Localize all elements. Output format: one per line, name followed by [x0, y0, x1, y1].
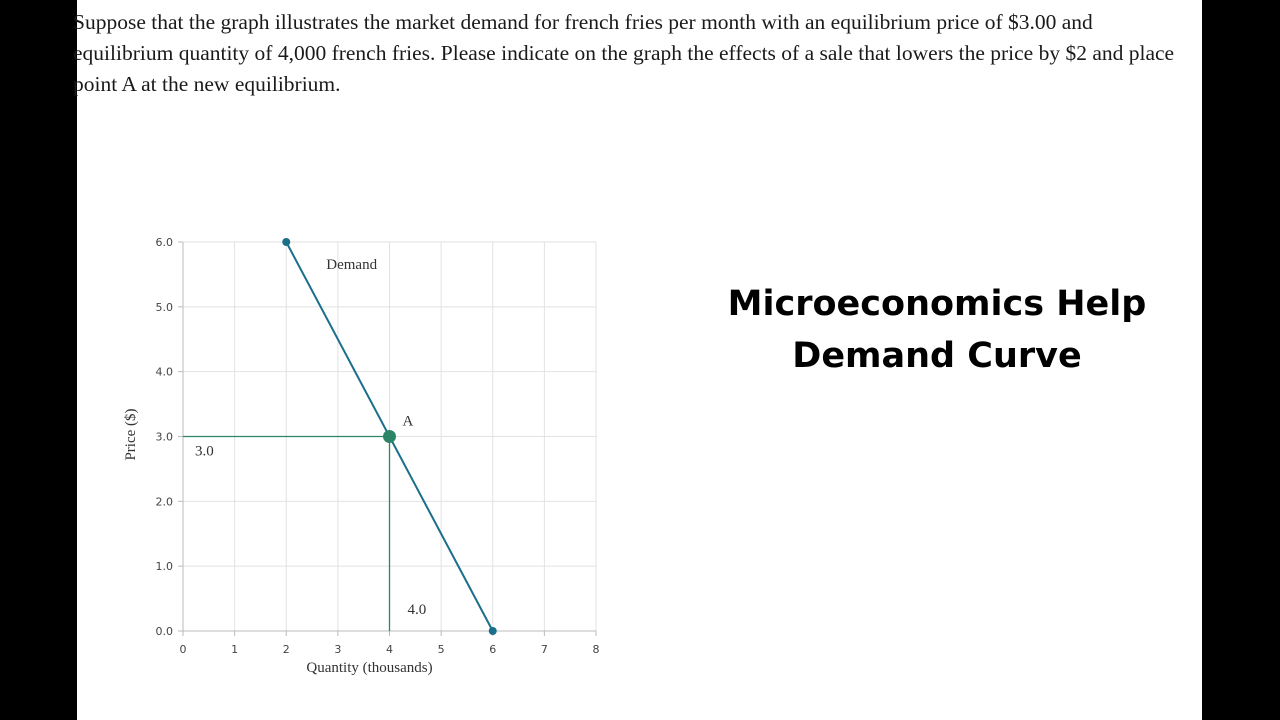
y-tick-label: 3.0 — [156, 431, 174, 444]
y-tick-label: 1.0 — [156, 560, 174, 573]
x-tick-label: 5 — [438, 643, 445, 656]
x-tick-label: 7 — [541, 643, 548, 656]
x-tick-label: 4 — [386, 643, 393, 656]
price-guide-label: 3.0 — [195, 444, 214, 460]
y-tick-label: 2.0 — [156, 495, 174, 508]
quantity-guide-label: 4.0 — [408, 602, 427, 618]
x-tick-label: 1 — [231, 643, 238, 656]
x-axis-label: Quantity (thousands) — [306, 660, 432, 676]
demand-chart[interactable]: 0 1 2 3 4 5 6 7 8 0.0 1.0 2.0 3.0 4.0 5.0 6.0 3.0 4.0 De… — [77, 0, 1202, 720]
side-title-line-1: Microeconomics Help — [727, 284, 1147, 324]
side-title: Microeconomics Help Demand Curve — [722, 278, 1152, 382]
y-tick-label: 0.0 — [156, 625, 174, 638]
y-tick-label: 5.0 — [156, 301, 174, 314]
x-tick-label: 8 — [593, 643, 600, 656]
y-tick-label: 6.0 — [156, 236, 174, 249]
y-tick-label: 4.0 — [156, 366, 174, 379]
x-tick-label: 0 — [180, 643, 187, 656]
x-tick-label: 6 — [489, 643, 496, 656]
demand-curve-label: Demand — [326, 257, 377, 273]
chart-ticks: 0 1 2 3 4 5 6 7 8 0.0 1.0 2.0 3.0 4.0 5.0 6.0 — [156, 236, 600, 656]
x-tick-label: 3 — [334, 643, 341, 656]
point-a-label: A — [403, 414, 414, 430]
side-title-line-2: Demand Curve — [792, 336, 1082, 376]
chart-marks[interactable]: A — [383, 414, 414, 444]
demand-endpoint — [488, 627, 497, 635]
demand-endpoint — [282, 238, 291, 246]
question-text: Suppose that the graph illustrates the m… — [73, 10, 1175, 96]
x-tick-label: 2 — [283, 643, 290, 656]
page: Suppose that the graph illustrates the m… — [73, 0, 1202, 720]
equilibrium-guides: 3.0 4.0 — [183, 435, 427, 631]
point-a-marker[interactable] — [383, 430, 396, 443]
y-axis-label: Price ($) — [123, 408, 139, 460]
